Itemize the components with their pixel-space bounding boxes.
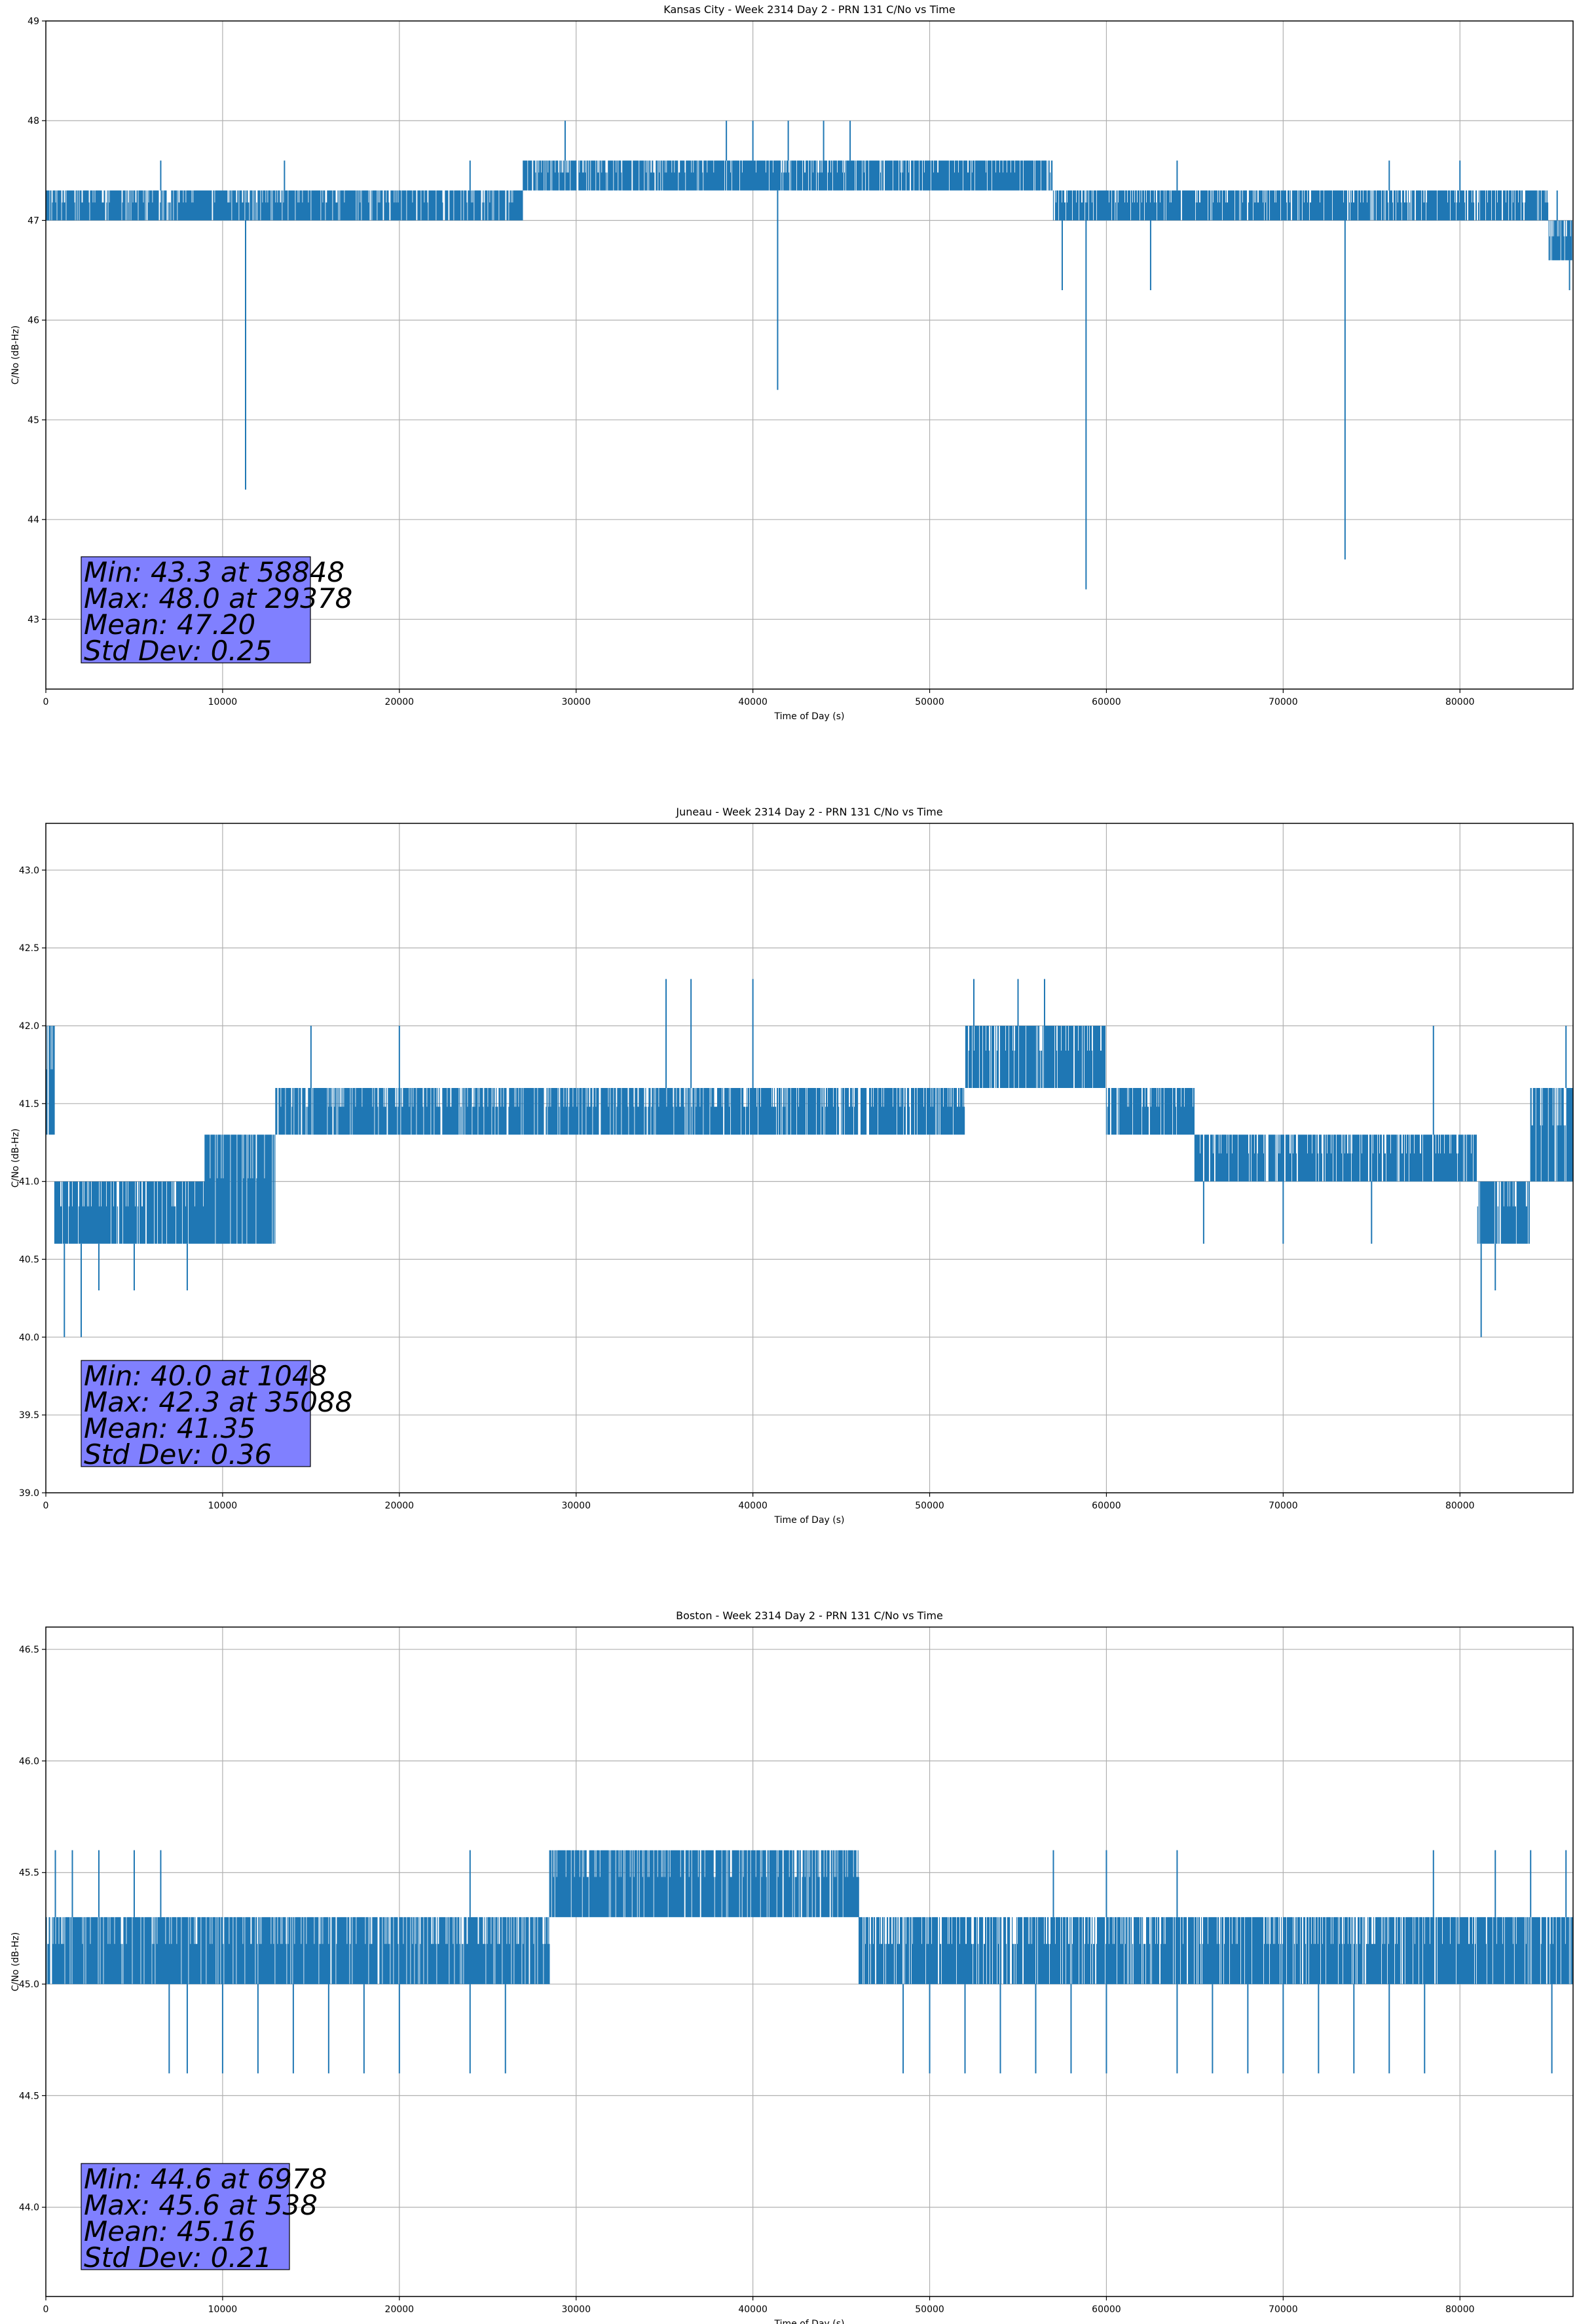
y-tick-label: 44.0 [19,2203,39,2213]
y-tick-label: 47 [28,216,39,226]
y-tick-label: 43 [28,614,39,625]
x-tick-label: 80000 [1445,697,1475,707]
x-axis-label: Time of Day (s) [774,711,845,722]
stats-line: Std Dev: 0.21 [84,2241,272,2274]
stats-line: Mean: 47.20 [84,609,255,641]
panel-kansas-city: 0 10000 20000 30000 40000 50000 60000 70000 8000… [10,3,1574,722]
y-tick-label: 41.5 [19,1099,39,1110]
y-tick-label: 44 [28,515,39,525]
panel-juneau: 0 10000 20000 30000 40000 50000 60000 70000 8000… [10,806,1574,1526]
y-tick-label: 42.5 [19,943,39,954]
y-tick-label: 49 [28,16,39,27]
x-tick-label: 40000 [738,2304,768,2315]
series-band [45,1026,1573,1244]
x-tick-label: 20000 [385,2304,415,2315]
x-tick-label: 40000 [738,1501,768,1511]
y-tick-label: 46.0 [19,1756,39,1767]
y-tick-label: 40.0 [19,1332,39,1343]
x-tick-label: 50000 [915,1501,944,1511]
panel-boston: 0 10000 20000 30000 40000 50000 60000 70000 8000… [10,1609,1574,2324]
stats-box [81,2163,290,2270]
x-tick-label: 40000 [738,697,768,707]
chart-title: Kansas City - Week 2314 Day 2 - PRN 131 … [663,3,955,16]
x-tick-label: 30000 [561,1501,591,1511]
stats-line: Std Dev: 0.36 [84,1438,272,1471]
x-tick-label: 0 [43,2304,49,2315]
y-tick-label: 40.5 [19,1254,39,1265]
y-tick-label: 46.5 [19,1645,39,1655]
x-tick-label: 70000 [1269,2304,1298,2315]
stats-line: Mean: 45.16 [84,2215,255,2247]
x-tick-label: 80000 [1445,1501,1475,1511]
stats-box [81,556,311,664]
x-tick-label: 60000 [1092,697,1121,707]
x-tick-label: 50000 [915,2304,944,2315]
x-tick-label: 70000 [1269,1501,1298,1511]
stats-line: Min: 40.0 at 1048 [84,1360,327,1392]
x-tick-label: 0 [43,697,49,707]
y-tick-label: 44.5 [19,2091,39,2101]
x-tick-label: 60000 [1092,1501,1121,1511]
plot-frame [45,823,1574,1493]
x-tick-label: 10000 [208,1501,238,1511]
x-tick-label: 30000 [561,2304,591,2315]
stats-line: Min: 44.6 at 6978 [84,2163,327,2195]
plot-frame [45,1626,1574,2297]
y-tick-label: 48 [28,116,39,126]
x-axis-label: Time of Day (s) [774,1515,845,1526]
x-tick-label: 70000 [1269,697,1298,707]
y-tick-label: 45.5 [19,1868,39,1879]
x-tick-label: 50000 [915,697,944,707]
plot-frame [45,20,1574,690]
y-tick-label: 45.0 [19,1979,39,1990]
x-tick-label: 20000 [385,1501,415,1511]
stats-line: Min: 43.3 at 58848 [84,556,344,588]
y-tick-label: 39.0 [19,1488,39,1499]
x-axis-label: Time of Day (s) [774,2319,845,2324]
x-tick-label: 0 [43,1501,49,1511]
x-tick-label: 10000 [208,2304,238,2315]
chart-title: Boston - Week 2314 Day 2 - PRN 131 C/No … [676,1609,943,1622]
y-tick-label: 41.0 [19,1177,39,1188]
y-axis-label: C/No (dB-Hz) [10,326,21,384]
x-tick-label: 20000 [385,697,415,707]
y-tick-label: 43.0 [19,865,39,876]
series-band [45,160,1572,261]
stats-line: Max: 42.3 at 35088 [84,1386,352,1418]
series-band [45,1850,1573,1985]
stats-line: Std Dev: 0.25 [84,635,272,667]
y-tick-label: 45 [28,415,39,426]
chart-title: Juneau - Week 2314 Day 2 - PRN 131 C/No … [675,806,942,818]
x-tick-label: 80000 [1445,2304,1475,2315]
x-tick-label: 60000 [1092,2304,1121,2315]
stats-line: Max: 48.0 at 29378 [84,582,352,614]
x-tick-label: 10000 [208,697,238,707]
y-tick-label: 46 [28,316,39,326]
y-axis-label: C/No (dB-Hz) [10,1932,21,1991]
y-axis-label: C/No (dB-Hz) [10,1129,21,1188]
y-tick-label: 42.0 [19,1021,39,1032]
y-tick-label: 39.5 [19,1410,39,1421]
stats-line: Mean: 41.35 [84,1412,255,1444]
stats-line: Max: 45.6 at 538 [84,2189,318,2221]
stats-box [81,1360,311,1467]
x-tick-label: 30000 [561,697,591,707]
